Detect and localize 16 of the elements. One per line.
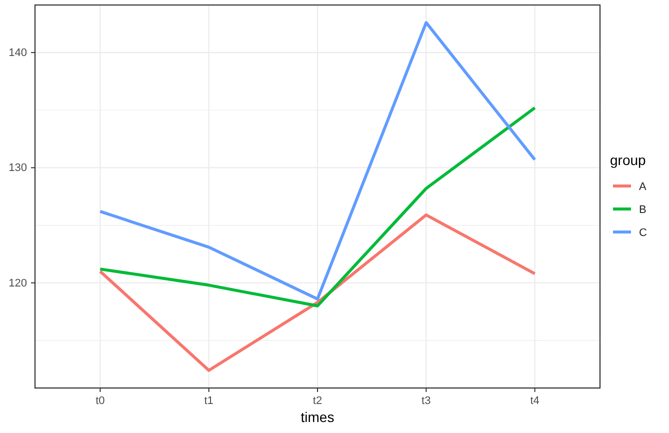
line-series bbox=[98, 21, 536, 300]
line-series bbox=[98, 106, 536, 308]
legend-label: C bbox=[639, 227, 647, 239]
x-tick-label: t3 bbox=[422, 394, 431, 407]
legend-label: B bbox=[639, 204, 646, 216]
x-tick-label: t4 bbox=[530, 394, 540, 407]
x-tick-label: t0 bbox=[96, 394, 105, 407]
x-tick-label: t2 bbox=[312, 394, 322, 407]
y-tick-label: 130 bbox=[8, 162, 27, 174]
legend-label: A bbox=[639, 181, 647, 193]
x-tick-label: t1 bbox=[204, 394, 214, 407]
x-axis-title: times bbox=[300, 409, 334, 425]
line-series bbox=[98, 213, 536, 372]
y-tick-label: 120 bbox=[8, 277, 27, 290]
y-tick-label: 140 bbox=[8, 47, 27, 60]
legend-title: group bbox=[610, 152, 646, 168]
